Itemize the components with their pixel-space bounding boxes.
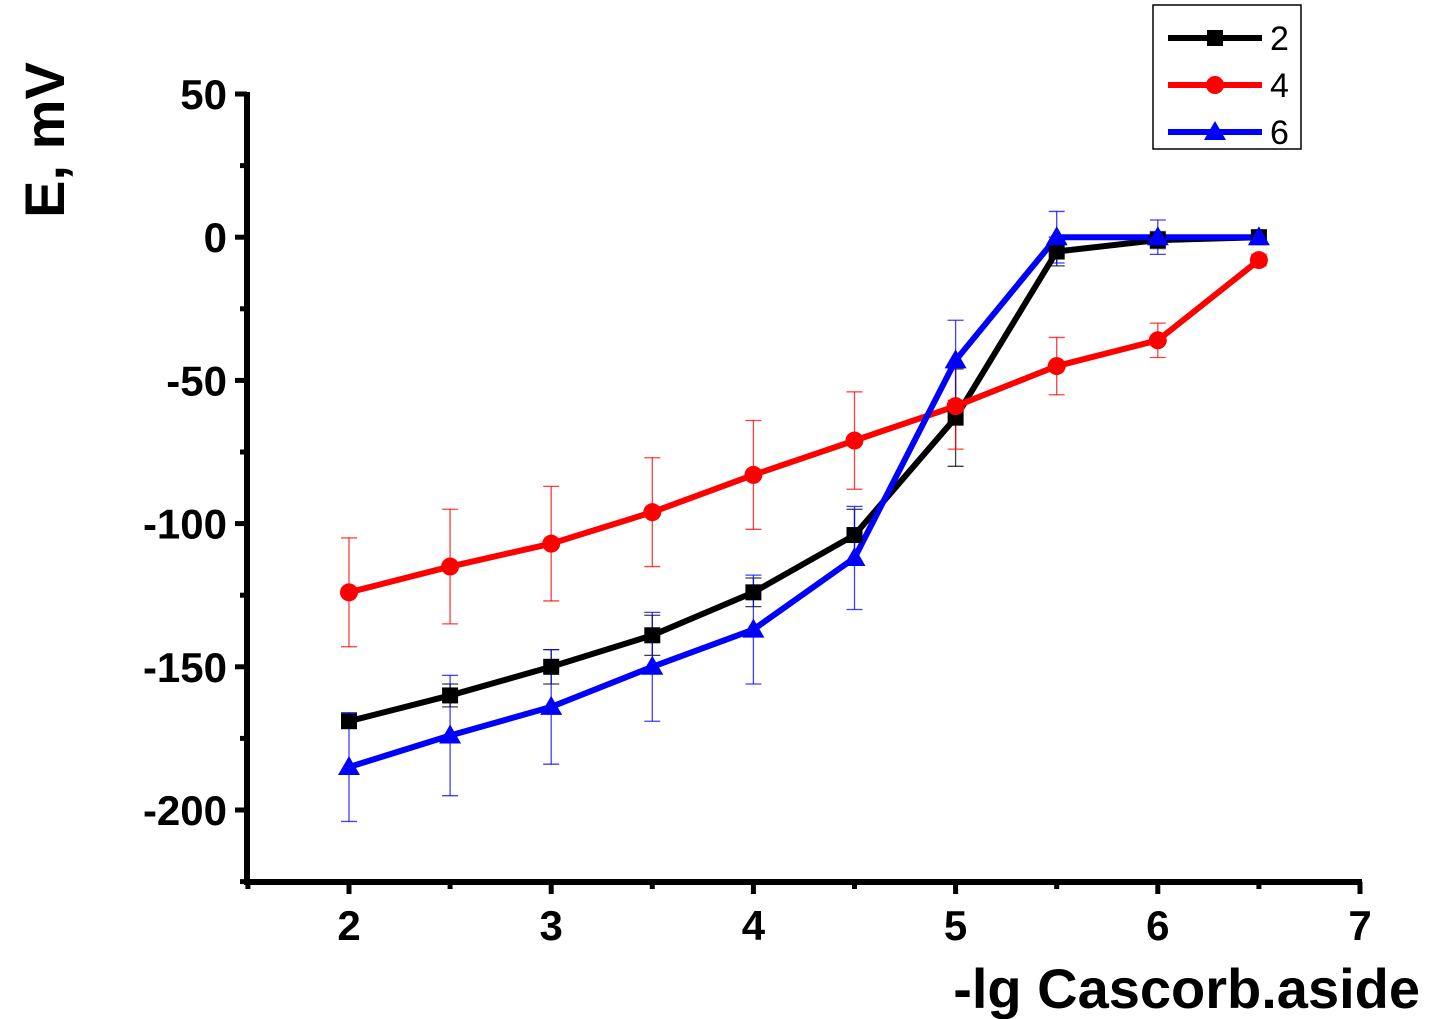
x-tick-label: 7	[1348, 902, 1371, 949]
point-series-4	[744, 465, 763, 484]
x-tick-label: 3	[540, 902, 563, 949]
legend: 2 4 6	[1152, 4, 1302, 152]
point-series-6	[944, 349, 967, 369]
tick-labels: 50 0 -50 -100 -150 -200 2 3 4 5 6 7	[143, 71, 1372, 949]
point-series-6	[1247, 226, 1270, 246]
point-series-6	[1045, 226, 1068, 246]
point-series-2	[644, 627, 661, 644]
point-series-4	[441, 557, 460, 576]
point-series-4	[845, 431, 864, 450]
series-line-4	[348, 257, 1261, 596]
point-series-6	[742, 618, 765, 638]
y-tick-label: -150	[143, 644, 227, 691]
point-series-4	[340, 583, 358, 602]
point-series-2	[1048, 243, 1065, 260]
x-tick-label: 5	[944, 902, 967, 949]
y-tick-label: -100	[143, 501, 227, 548]
point-series-4	[946, 397, 965, 416]
point-series-6	[843, 546, 866, 566]
legend-label-4: 4	[1270, 67, 1289, 105]
legend-marker-6	[1204, 121, 1226, 140]
point-series-6	[439, 724, 462, 744]
legend-box	[1152, 4, 1302, 150]
point-series-4	[542, 534, 561, 553]
legend-label-6: 6	[1270, 114, 1289, 152]
point-series-2	[442, 687, 459, 704]
series-line-2	[348, 234, 1259, 725]
y-tick-label: -50	[166, 357, 227, 404]
point-series-4	[1249, 251, 1268, 270]
markers	[338, 226, 1270, 776]
point-series-4	[1047, 357, 1066, 376]
y-tick-label: 50	[180, 71, 227, 118]
point-series-2	[341, 713, 357, 730]
legend-marker-4	[1206, 76, 1224, 94]
point-series-6	[540, 695, 563, 715]
point-series-2	[846, 527, 863, 544]
y-tick-label: -200	[143, 787, 227, 834]
x-tick-label: 2	[337, 902, 360, 949]
y-axis-title: E, mV	[13, 62, 76, 218]
series-line-6	[348, 234, 1259, 770]
point-series-6	[641, 655, 664, 675]
point-series-4	[643, 503, 662, 522]
point-series-6	[338, 756, 360, 776]
x-tick-label: 6	[1146, 902, 1169, 949]
y-tick-label: 0	[204, 214, 227, 261]
series-lines	[348, 234, 1261, 770]
point-series-6	[1146, 226, 1169, 246]
x-tick-label: 4	[742, 902, 766, 949]
axes	[235, 91, 1363, 894]
point-series-2	[543, 658, 560, 675]
legend-label-2: 2	[1270, 20, 1289, 58]
x-axis-title: -lg Cascorb.aside	[953, 957, 1420, 1019]
legend-marker-2	[1207, 30, 1223, 46]
point-series-2	[745, 584, 762, 601]
point-series-4	[1148, 331, 1167, 350]
